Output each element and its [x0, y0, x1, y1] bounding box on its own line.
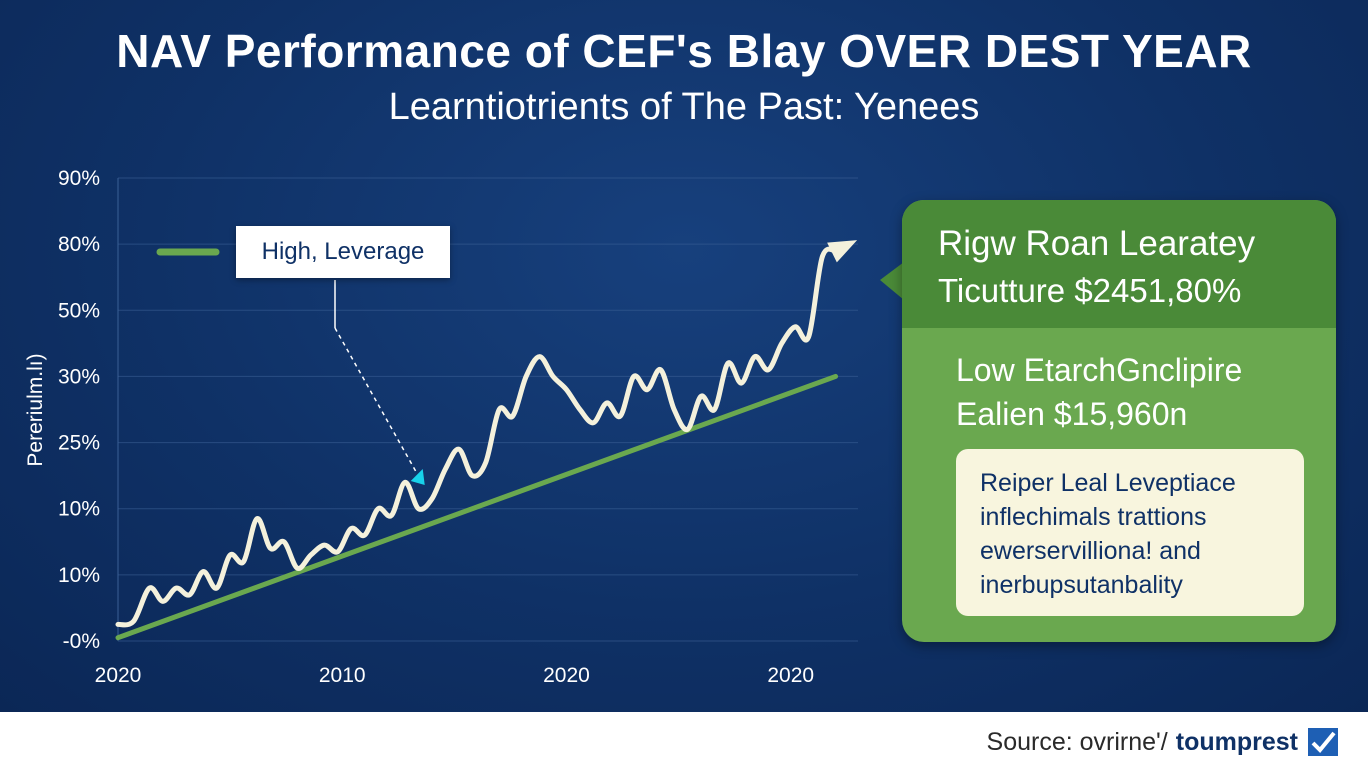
panel-header-line-1: Rigw Roan Learatey: [938, 224, 1256, 263]
annotation-leader-dashed: [334, 327, 418, 474]
chart-grid: [117, 177, 858, 642]
x-tick-label: 2020: [95, 664, 142, 687]
brand-check-icon: [1308, 728, 1338, 756]
panel-header: [902, 200, 1336, 328]
footer: Source: ovrirne'/toumprest: [0, 712, 1368, 768]
panel-middle-line-2: Ealien $15,960n: [956, 396, 1188, 432]
y-axis-label: Pereriulm.lı): [24, 353, 47, 466]
y-axis-label-group: Pereriulm.lı): [24, 353, 47, 466]
infographic-stage: NAV Performance of CEF's Blay OVER DEST …: [0, 0, 1368, 712]
note-line: inflechimals trattions: [980, 503, 1207, 531]
y-tick-label: -0%: [63, 630, 100, 653]
y-tick-label: 50%: [58, 299, 100, 322]
y-tick-label: 25%: [58, 432, 100, 455]
nav-line: [115, 246, 839, 628]
panel-middle-line-1: Low EtarchGnclipire: [956, 352, 1243, 388]
y-tick-label: 90%: [58, 167, 100, 190]
y-tick-label: 10%: [58, 498, 100, 521]
note-line: inerbupsutanbality: [980, 571, 1183, 599]
y-tick-label: 10%: [58, 564, 100, 587]
x-tick-label: 2020: [767, 664, 814, 687]
y-tick-label: 80%: [58, 233, 100, 256]
annotation-arrow-head: [410, 468, 425, 485]
note-line: ewerservilliona! and: [980, 537, 1201, 565]
x-tick-label: 2010: [319, 664, 366, 687]
panel-pointer: [880, 262, 904, 300]
y-axis-ticks: -0% 10% 10% 25% 30% 50% 80% 90%: [58, 167, 100, 653]
panel-note: Reiper Leal Leveptiace inflechimals trat…: [956, 449, 1304, 616]
nav-line-chart: -0%10%10%25%30%50%80%90% 2020 2010 2020 202…: [24, 167, 958, 687]
page-title: NAV Performance of CEF's Blay OVER DEST …: [116, 25, 1252, 77]
source-brand: toumprest: [1175, 728, 1298, 756]
annotation-group: [334, 280, 425, 485]
panel-header-line-2: Ticutture $2451,80%: [938, 272, 1242, 309]
high-leverage-callout: High, Leverage: [236, 226, 450, 278]
source-credit: Source: ovrirne'/toumprest: [987, 728, 1298, 757]
trend-line: [115, 373, 839, 641]
x-axis-ticks: 2020 2010 2020 2020: [95, 664, 814, 687]
y-tick-label: 30%: [58, 365, 100, 388]
nav-arrow-head: [827, 240, 858, 263]
x-tick-label: 2020: [543, 664, 590, 687]
source-label: Source: ovrirne'/: [986, 728, 1168, 756]
note-line: Reiper Leal Leveptiace: [980, 469, 1236, 497]
chart-series: [115, 240, 858, 641]
page-subtitle: Learntiotrients of The Past: Yenees: [388, 86, 980, 128]
